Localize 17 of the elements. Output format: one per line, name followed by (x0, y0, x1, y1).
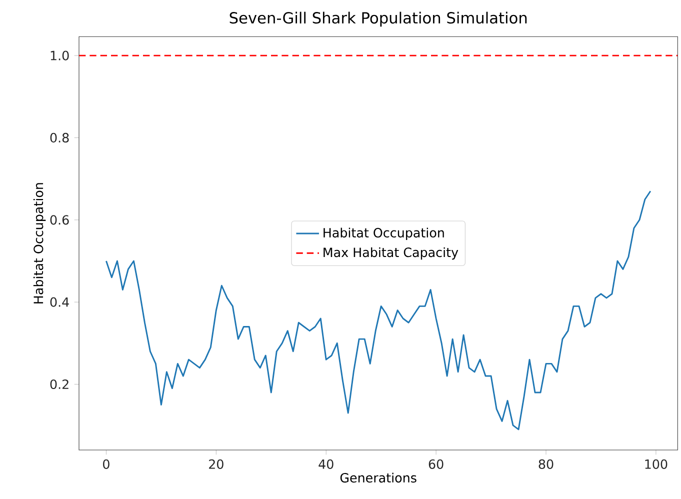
chart-title: Seven-Gill Shark Population Simulation (230, 12, 527, 27)
x-tick-label: 40 (318, 459, 334, 469)
y-tick-label: 1.0 (50, 50, 69, 60)
x-axis-title: Generations (340, 472, 416, 483)
x-tick-label: 60 (428, 459, 444, 469)
line-series (105, 190, 652, 430)
x-tick-label: 100 (645, 459, 668, 469)
legend-label: Habitat Occupation (324, 228, 444, 240)
y-tick-label: 0.8 (50, 132, 69, 143)
x-tick-label: 0 (103, 459, 110, 469)
y-tick-label: 0.2 (50, 379, 68, 390)
x-tick-label: 20 (209, 459, 224, 469)
y-axis-title: Habitat Occupation (33, 183, 46, 304)
legend-label: Max Habitat Capacity (324, 247, 458, 260)
y-tick-label: 0.4 (50, 297, 69, 307)
y-tick-label: 0.6 (50, 215, 69, 225)
x-tick-label: 80 (538, 459, 554, 469)
